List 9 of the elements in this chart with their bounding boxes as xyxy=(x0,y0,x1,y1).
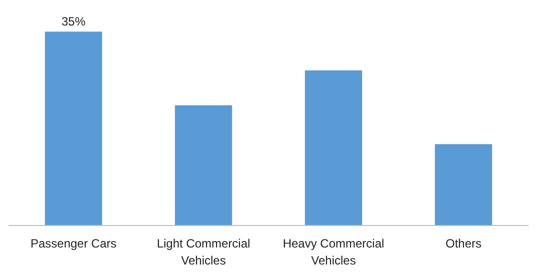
x-tick-label: Passenger Cars xyxy=(30,236,117,250)
bar xyxy=(304,70,362,226)
annotation: 35% xyxy=(61,14,86,29)
x-tick-label: Heavy Commercial Vehicles xyxy=(282,236,384,268)
bar xyxy=(174,105,232,226)
bar xyxy=(434,144,492,226)
bar xyxy=(44,32,102,226)
x-tick-label: Light Commercial Vehicles xyxy=(156,236,250,268)
x-tick-label: Others xyxy=(445,236,482,250)
